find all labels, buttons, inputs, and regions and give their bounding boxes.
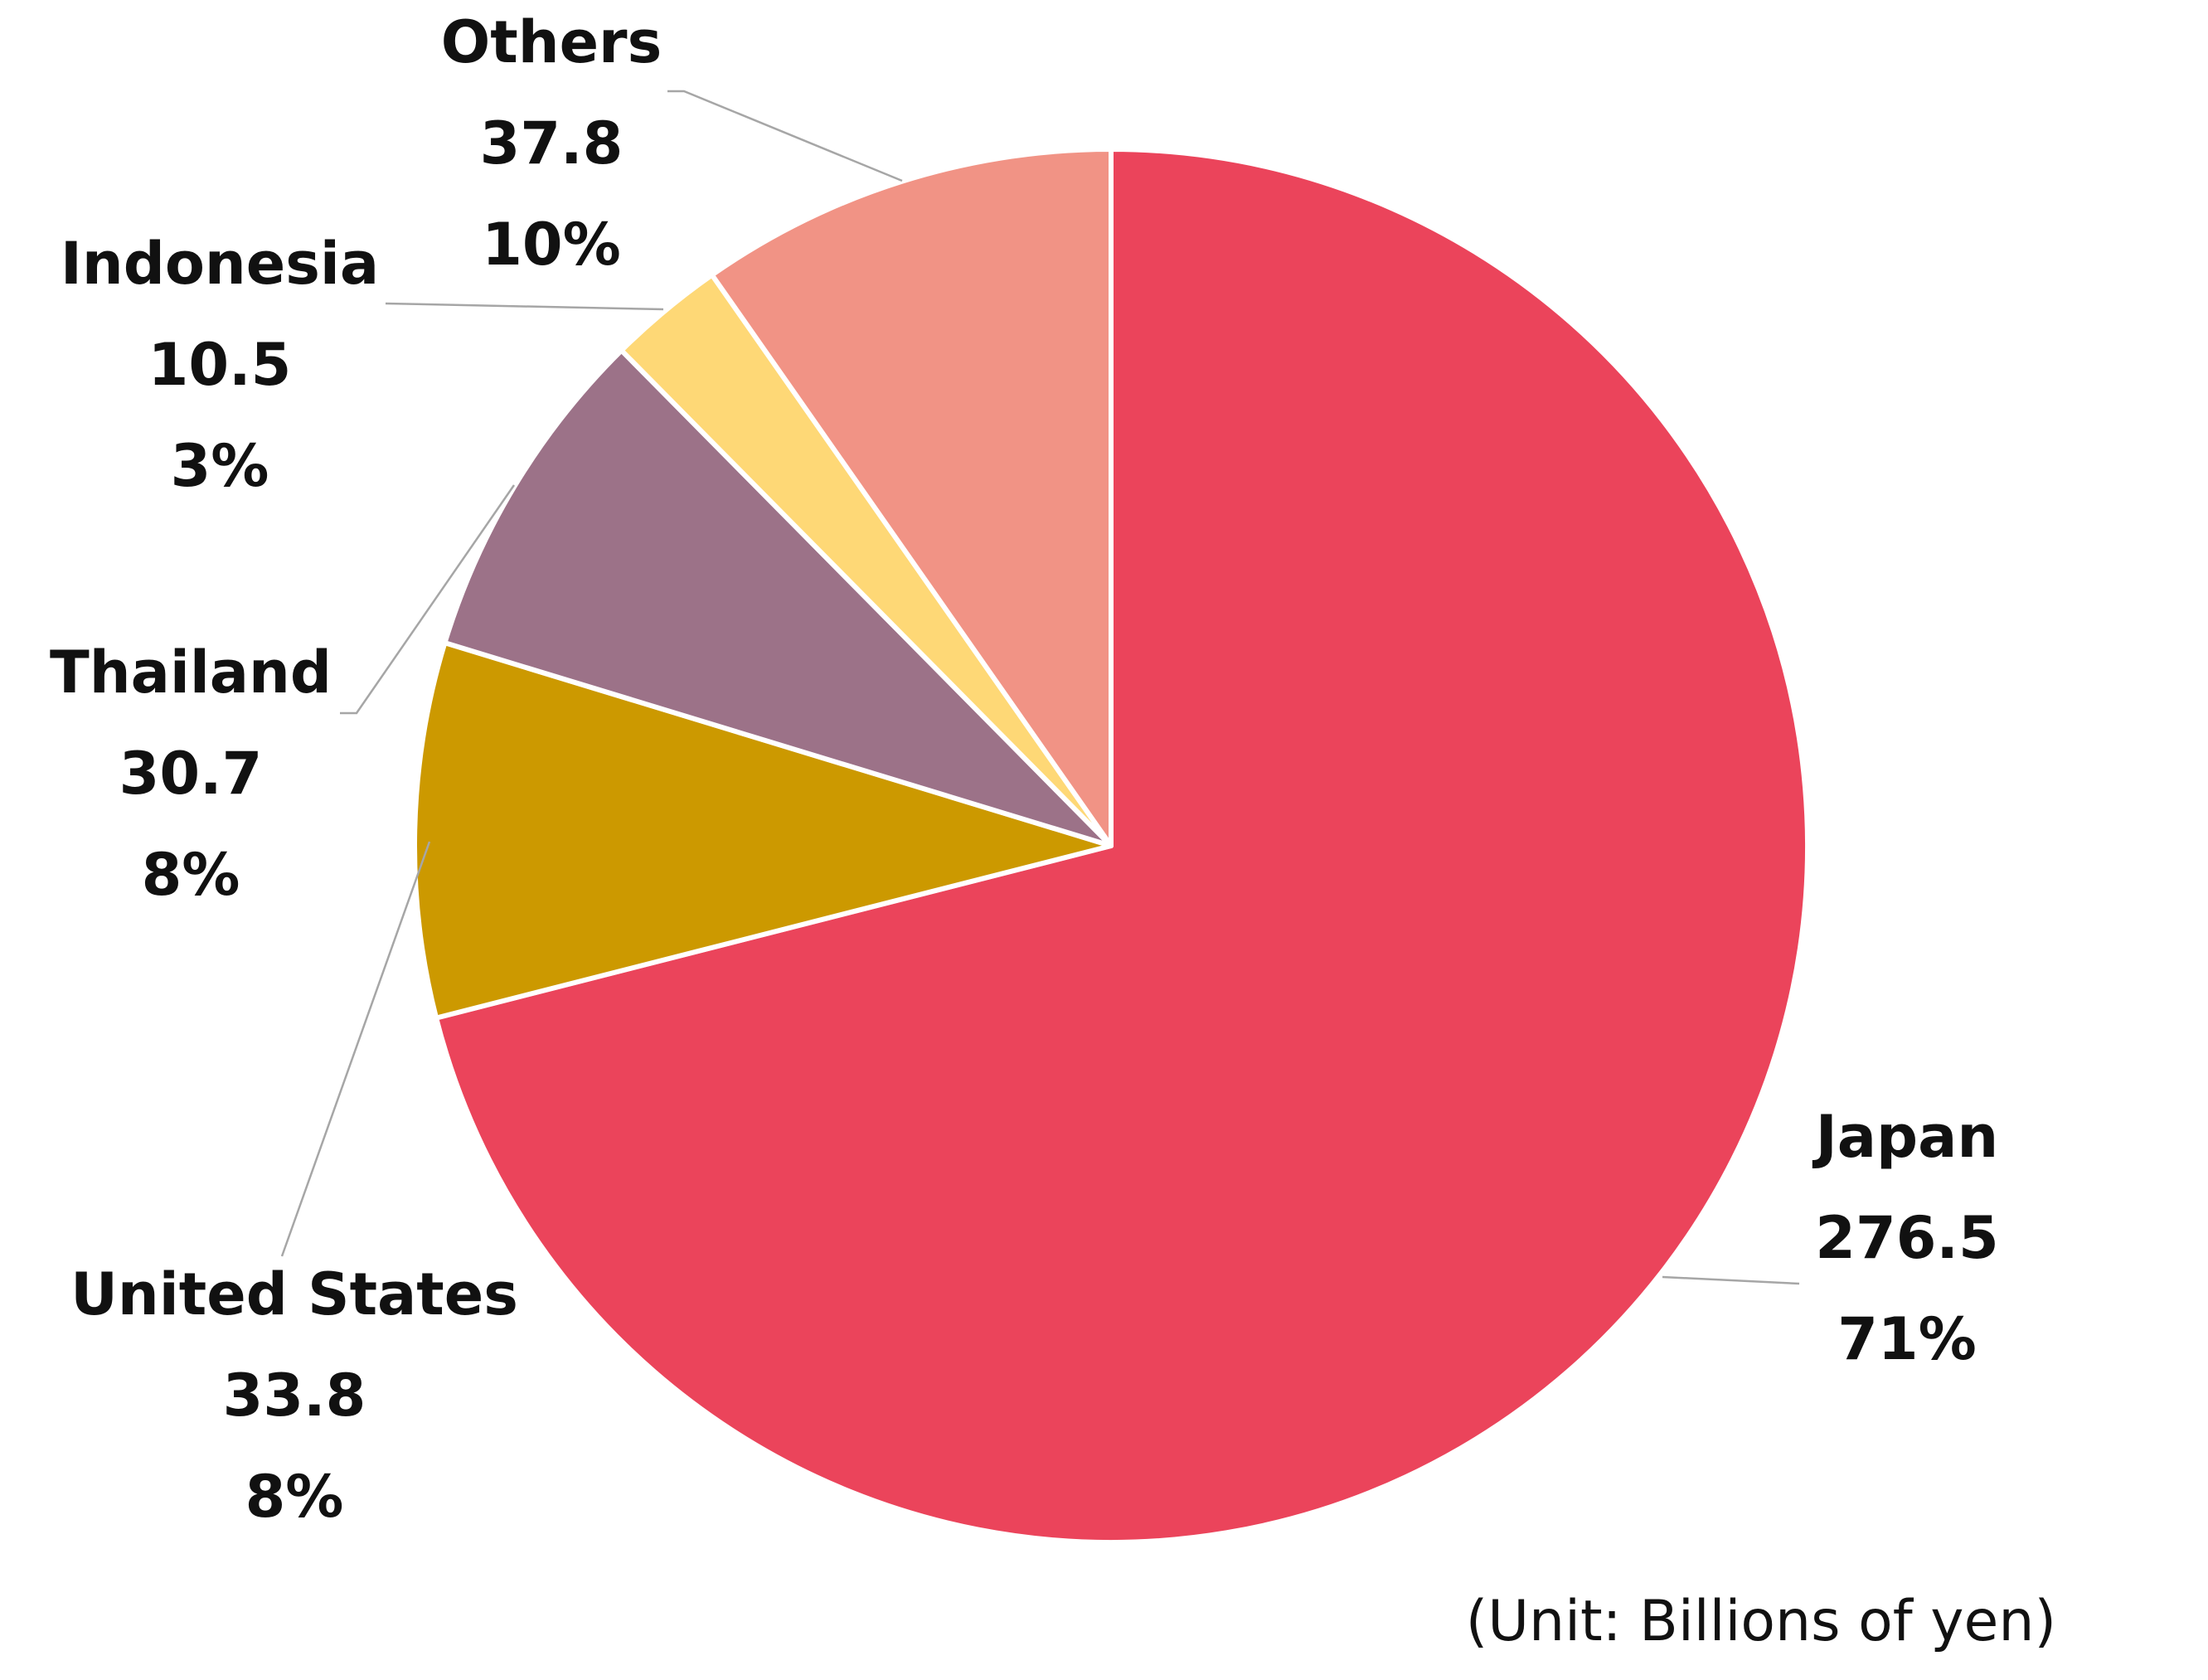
leader-lines bbox=[280, 90, 1800, 1285]
leader-line-united-states bbox=[280, 841, 431, 1257]
slice-label-united-states: United States bbox=[70, 1260, 518, 1328]
leader-line-japan bbox=[1662, 1275, 1800, 1285]
pie-slice-japan bbox=[434, 147, 1810, 1545]
slice-label-thailand: Thailand bbox=[50, 638, 332, 706]
slice-label-others: Others bbox=[441, 8, 662, 76]
unit-note: (Unit: Billions of yen) bbox=[1466, 1589, 2056, 1654]
pie-slice-united-states bbox=[412, 640, 1114, 1021]
pie-slice-thailand bbox=[442, 347, 1114, 848]
slice-percent-japan: 71% bbox=[1837, 1305, 1977, 1373]
leader-line-others bbox=[667, 90, 903, 182]
pie-slice-others bbox=[709, 147, 1114, 848]
slice-percent-others: 10% bbox=[482, 211, 621, 279]
slice-labels: Japan 276.5 71% United States 33.8 8% Thailand… bbox=[50, 8, 1999, 1531]
slice-value-others: 37.8 bbox=[480, 109, 624, 177]
slice-label-indonesia: Indonesia bbox=[61, 230, 379, 298]
slice-value-united-states: 33.8 bbox=[223, 1362, 366, 1430]
slice-percent-thailand: 8% bbox=[142, 841, 240, 909]
slice-value-japan: 276.5 bbox=[1815, 1204, 1998, 1272]
leader-line-indonesia bbox=[385, 302, 664, 311]
slice-value-indonesia: 10.5 bbox=[148, 331, 292, 399]
slice-percent-indonesia: 3% bbox=[171, 432, 269, 500]
pie-slices bbox=[412, 147, 1810, 1545]
slice-label-japan: Japan bbox=[1813, 1103, 1998, 1171]
slice-percent-united-states: 8% bbox=[245, 1463, 344, 1531]
leader-line-thailand bbox=[340, 484, 516, 715]
slice-value-thailand: 30.7 bbox=[119, 740, 263, 808]
